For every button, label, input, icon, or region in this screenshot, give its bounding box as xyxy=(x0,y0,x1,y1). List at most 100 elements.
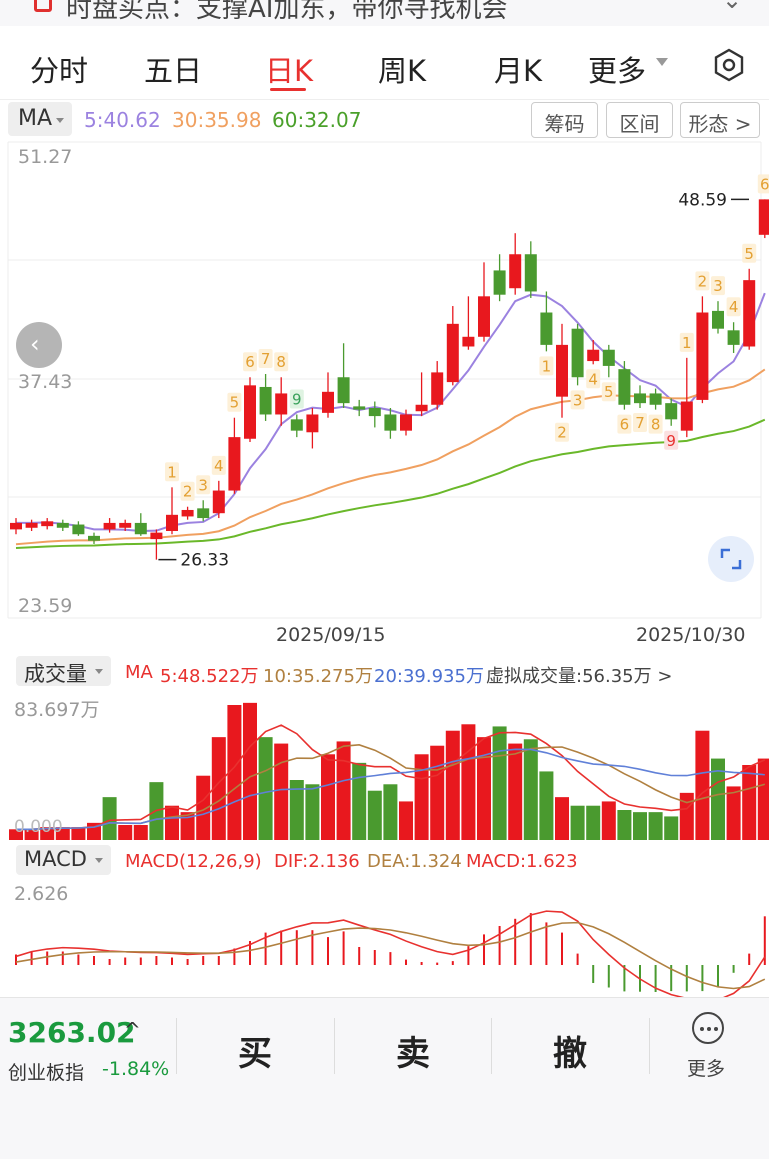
back-button[interactable]: ‹ xyxy=(16,322,62,368)
macd-dea: DEA:1.324 xyxy=(367,851,462,872)
ma-selector[interactable]: MA xyxy=(8,102,72,136)
virtual-volume[interactable]: 虚拟成交量:56.35万 > xyxy=(486,666,673,687)
date-label-2: 2025/10/30 xyxy=(636,624,746,646)
vol-ma10: 10:35.275万 xyxy=(263,666,373,687)
td-label-text: 3 xyxy=(713,277,723,295)
td-label-text: 6 xyxy=(245,353,255,371)
volume-bar xyxy=(695,730,710,840)
td-label-text: 1 xyxy=(682,334,692,352)
tab-weekly-k[interactable]: 周K xyxy=(378,54,427,88)
cancel-button[interactable]: 撤 xyxy=(553,1034,587,1074)
close-icon[interactable]: ⌄ xyxy=(722,0,743,14)
candle-body xyxy=(446,323,459,383)
promo-banner[interactable]: 时盘买点：支撑AI加东，带你寻找机会 ⌄ xyxy=(0,0,769,26)
sell-button[interactable]: 卖 xyxy=(396,1034,430,1074)
td-label-text: 3 xyxy=(198,476,208,494)
chevron-down-icon xyxy=(94,858,103,863)
candle xyxy=(353,399,366,417)
volume-selector-label: 成交量 xyxy=(24,662,87,686)
buy-button[interactable]: 买 xyxy=(238,1034,272,1074)
td-label-text: 2 xyxy=(698,272,708,290)
candle xyxy=(119,519,132,532)
volume-bar xyxy=(321,754,335,840)
volume-bar xyxy=(586,805,601,840)
candle-body xyxy=(41,521,54,527)
tab-monthly-k[interactable]: 月K xyxy=(494,54,543,88)
td-label-text: 9 xyxy=(666,432,676,450)
td-label-bg xyxy=(180,481,195,501)
td-label: 8 xyxy=(648,414,663,434)
ma-header: MA 5:40.62 30:35.98 60:32.07 筹码 区间 形态 > xyxy=(0,100,769,140)
macd-chart[interactable] xyxy=(0,875,769,997)
td-label-bg xyxy=(555,422,569,442)
date-label-1: 2025/09/15 xyxy=(276,624,386,646)
td-label-bg xyxy=(711,276,725,296)
candle xyxy=(88,532,100,544)
volume-chart[interactable] xyxy=(0,690,769,842)
candle xyxy=(431,361,444,410)
candle xyxy=(322,372,334,418)
ma30-value: 30:35.98 xyxy=(172,108,262,132)
candle-body xyxy=(587,349,600,362)
candle xyxy=(509,233,522,295)
candle xyxy=(758,199,769,239)
tab-daily-k[interactable]: 日K xyxy=(265,54,314,88)
ma60-value: 60:32.07 xyxy=(272,108,362,132)
candle xyxy=(540,291,553,352)
td-label-bg xyxy=(211,455,226,475)
candle xyxy=(493,254,506,302)
td-label-text: 8 xyxy=(276,353,286,371)
volume-bar xyxy=(352,762,367,840)
candle-body xyxy=(602,349,615,366)
expand-button[interactable] xyxy=(708,536,754,582)
more-icon[interactable] xyxy=(692,1012,724,1044)
pattern-button[interactable]: 形态 > xyxy=(680,102,760,138)
td-label-text: 8 xyxy=(651,416,661,434)
candle xyxy=(337,343,350,408)
range-button[interactable]: 区间 xyxy=(606,102,673,138)
candle-body xyxy=(649,393,662,405)
chevron-up-icon[interactable]: ^ xyxy=(124,1018,141,1042)
volume-bar xyxy=(71,827,86,840)
candle-body xyxy=(431,372,444,405)
tab-more[interactable]: 更多 xyxy=(588,54,647,88)
tab-intraday[interactable]: 分时 xyxy=(30,54,89,88)
td-label-bg xyxy=(726,297,741,317)
volume-bar xyxy=(196,775,211,840)
kline-grid xyxy=(7,141,762,619)
macd-selector[interactable]: MACD xyxy=(16,845,111,875)
td-label: 7 xyxy=(258,349,273,369)
chips-button[interactable]: 筹码 xyxy=(531,102,598,138)
tab-five-day[interactable]: 五日 xyxy=(144,54,203,88)
candle-body xyxy=(727,330,740,345)
td-label-text: 2 xyxy=(557,424,567,442)
volume-bar xyxy=(742,765,757,840)
volume-selector[interactable]: 成交量 xyxy=(16,656,111,686)
candle xyxy=(587,340,600,365)
td-label: 4 xyxy=(211,455,226,475)
ma-selector-label: MA xyxy=(18,106,53,131)
td-label: 8 xyxy=(274,352,289,372)
candle xyxy=(618,361,631,410)
candle xyxy=(602,344,615,378)
active-tab-indicator xyxy=(270,88,306,91)
candle-body xyxy=(634,393,646,404)
td-label: 5 xyxy=(601,382,616,402)
index-value[interactable]: 3263.02 xyxy=(8,1016,136,1049)
candle-body xyxy=(524,254,537,292)
td-label: 3 xyxy=(196,475,211,495)
volume-bar xyxy=(165,805,179,840)
settings-icon[interactable] xyxy=(712,48,746,82)
volume-bar xyxy=(227,705,242,840)
volume-bars xyxy=(9,702,769,840)
candle-body xyxy=(712,310,724,329)
volume-bar xyxy=(570,805,585,840)
td-label-bg xyxy=(664,430,679,450)
candle-body xyxy=(384,414,397,431)
candle xyxy=(665,398,678,426)
divider xyxy=(491,1018,492,1074)
td-label-bg xyxy=(570,390,585,410)
volume-bar xyxy=(180,812,195,840)
more-button[interactable]: 更多 xyxy=(687,1058,726,1080)
